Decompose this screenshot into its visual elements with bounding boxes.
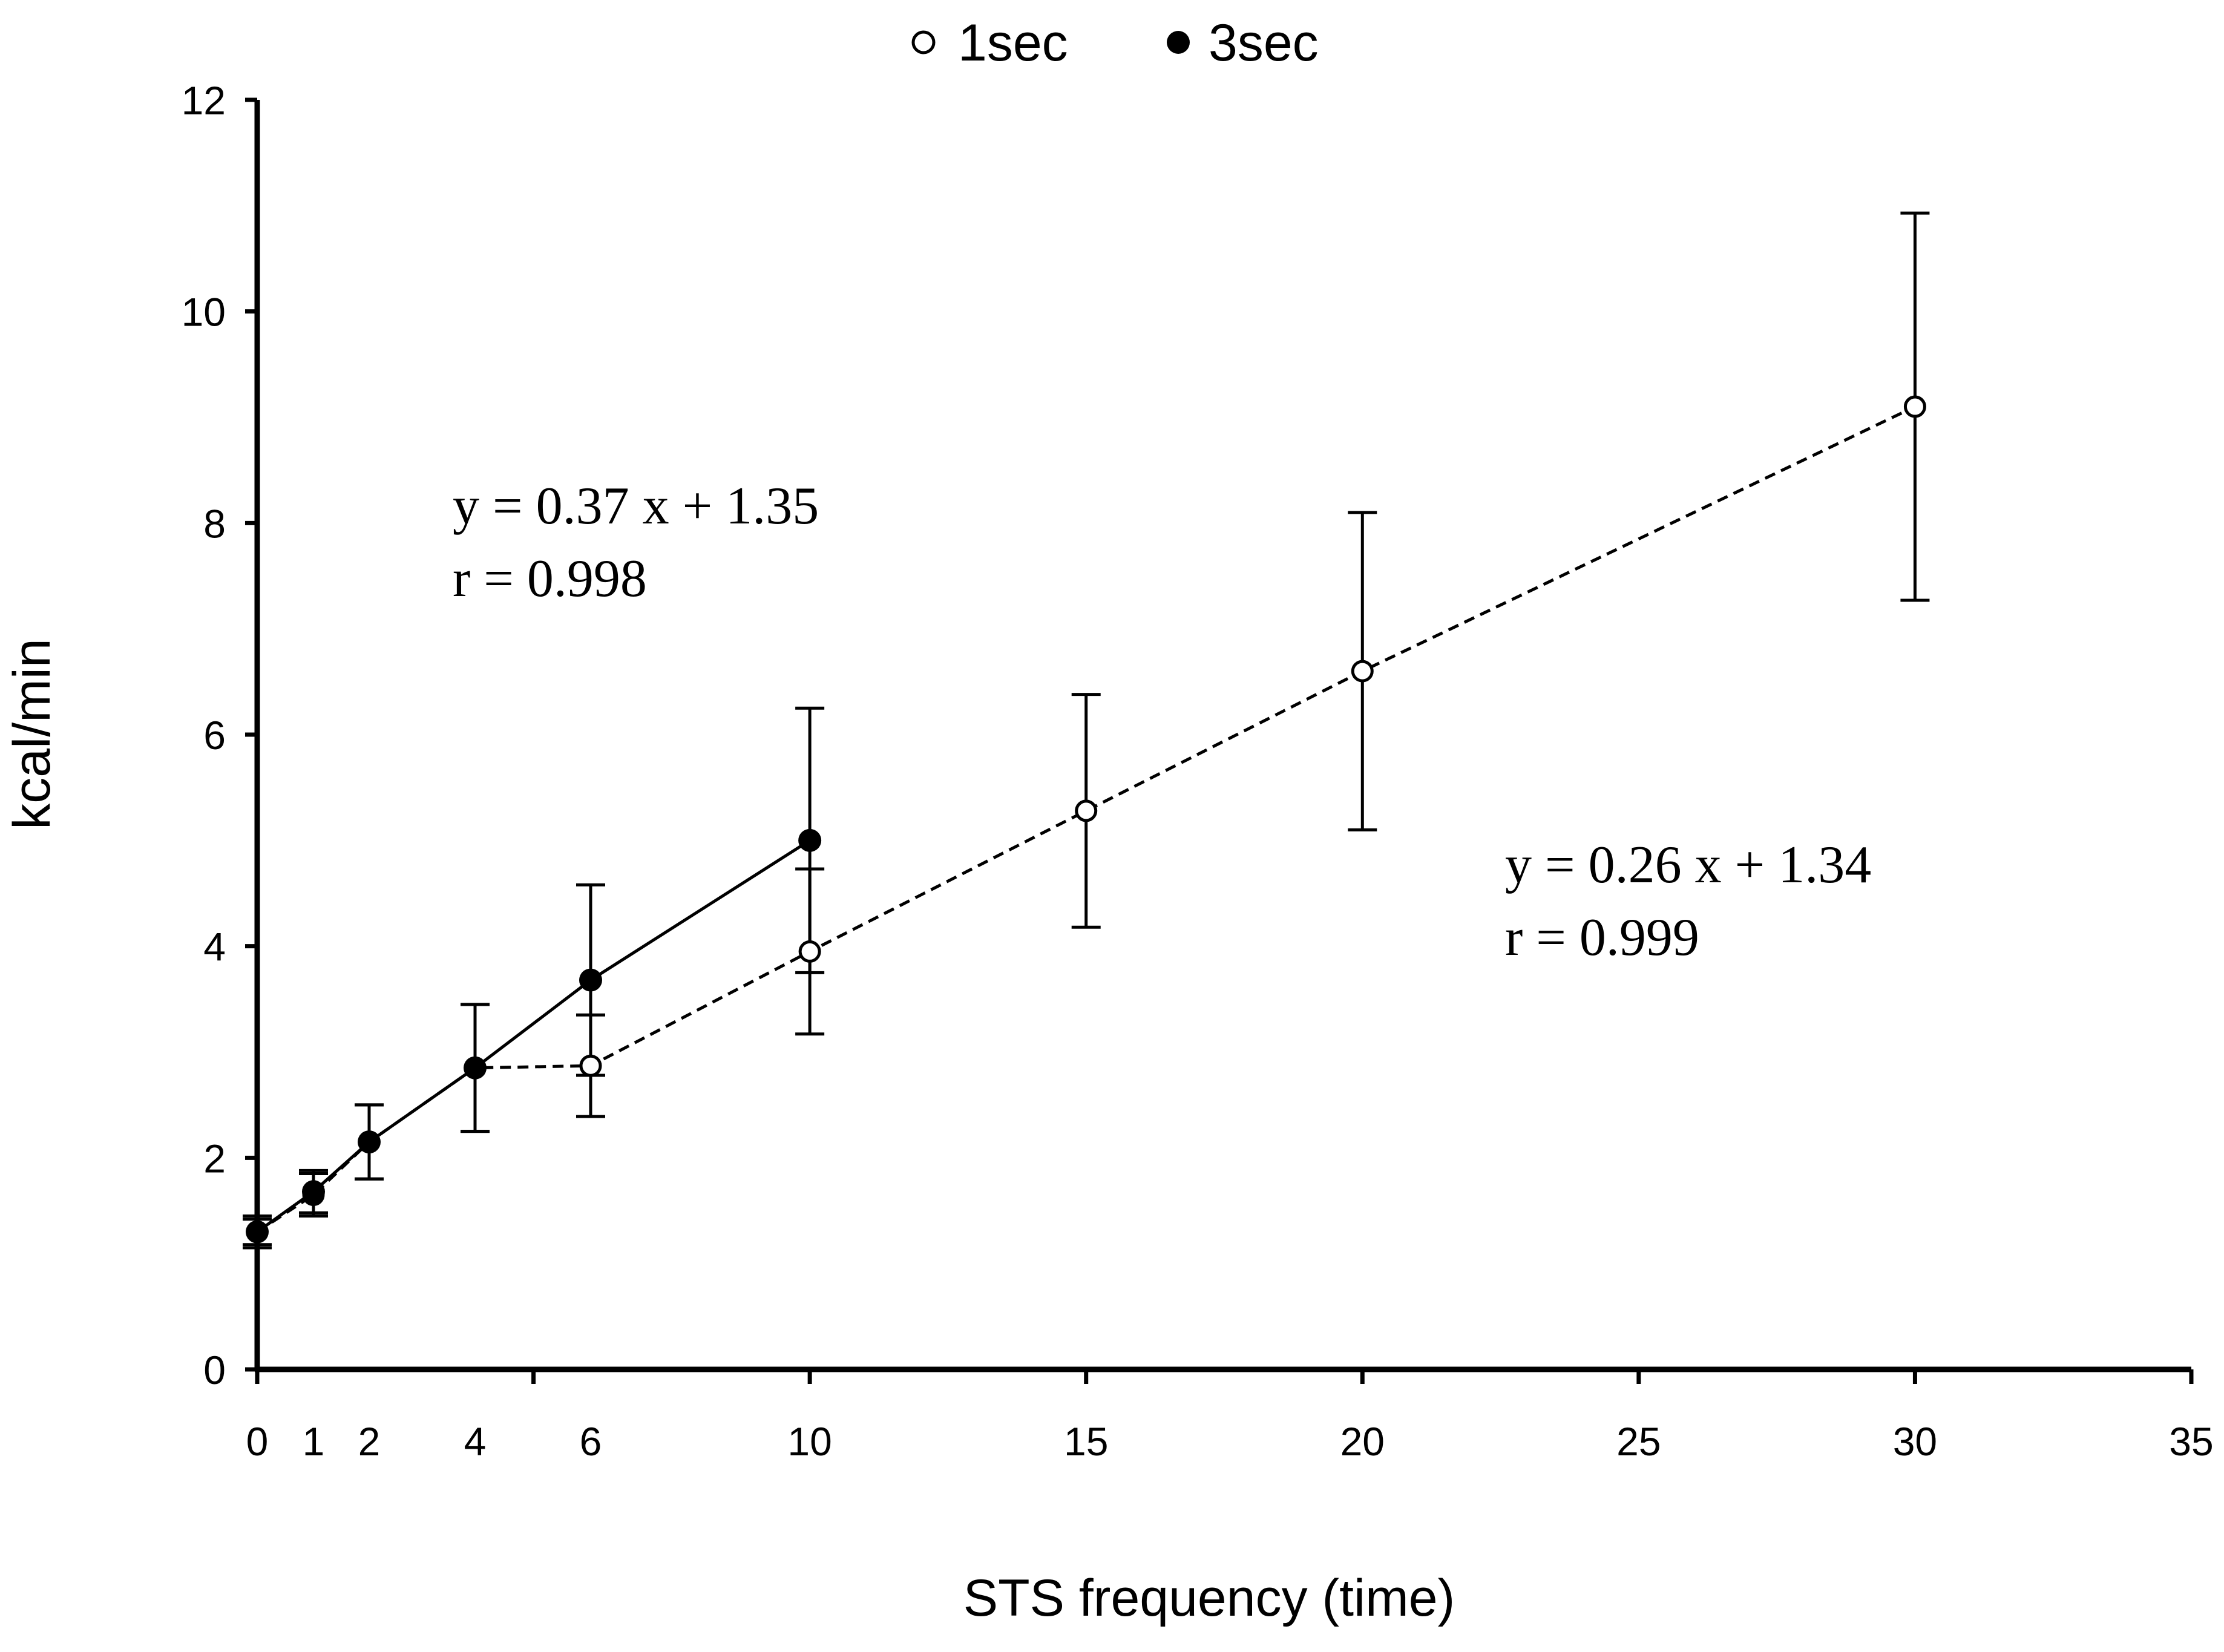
error-bars [243, 211, 1930, 1250]
x-ticks [255, 1369, 2194, 1384]
y-tick-label: 6 [203, 713, 226, 758]
fit-line-3sec [256, 839, 811, 1233]
x-tick-label: 0 [246, 1419, 269, 1464]
x-tick-label: 15 [1064, 1419, 1108, 1464]
x-tick-label: 20 [1340, 1419, 1385, 1464]
x-tick-labels: 0 1 2 4 6 10 15 20 25 30 35 [246, 1419, 2214, 1464]
x-tick-label: 6 [580, 1419, 602, 1464]
x-tick-label: 25 [1616, 1419, 1661, 1464]
annotation-3sec-r: r = 0.998 [453, 549, 647, 608]
data-point-1sec [798, 940, 821, 963]
data-point-1sec [1351, 660, 1374, 683]
x-tick-label: 4 [464, 1419, 487, 1464]
x-axis-title: STS frequency (time) [963, 1569, 1455, 1627]
y-tick-label: 4 [203, 925, 226, 969]
data-point-3sec [246, 1220, 269, 1244]
legend-marker-1sec [911, 30, 936, 54]
annotation-1sec-equation: y = 0.26 x + 1.34 [1505, 836, 1871, 894]
legend-label-1sec: 1sec [958, 14, 1068, 72]
data-point-3sec [798, 828, 822, 852]
y-tick-label: 12 [182, 78, 226, 123]
data-point-3sec [579, 968, 602, 992]
data-point-1sec [579, 1054, 602, 1077]
x-tick-label: 35 [2169, 1419, 2213, 1464]
y-tick-label: 2 [203, 1136, 226, 1181]
data-point-3sec [302, 1180, 325, 1204]
legend-marker-3sec [1167, 31, 1190, 54]
y-tick-label: 8 [203, 501, 226, 546]
data-points [246, 395, 1926, 1244]
x-tick-label: 30 [1893, 1419, 1937, 1464]
annotation-3sec-equation: y = 0.37 x + 1.35 [453, 477, 819, 536]
data-point-1sec [1075, 799, 1098, 822]
y-ticks: 0 2 4 6 8 10 12 [182, 78, 257, 1392]
x-tick-label: 10 [787, 1419, 832, 1464]
data-point-3sec [464, 1056, 487, 1080]
legend-label-3sec: 3sec [1209, 14, 1319, 72]
annotation-fit-3sec: y = 0.37 x + 1.35 r = 0.998 [453, 477, 819, 608]
x-tick-label: 1 [303, 1419, 325, 1464]
annotation-1sec-r: r = 0.999 [1505, 908, 1699, 967]
y-tick-label: 0 [203, 1348, 226, 1392]
y-tick-label: 10 [182, 290, 226, 335]
annotation-fit-1sec: y = 0.26 x + 1.34 r = 0.999 [1505, 836, 1871, 967]
legend: 1sec 3sec [911, 14, 1319, 72]
x-tick-label: 2 [358, 1419, 381, 1464]
data-point-3sec [358, 1130, 381, 1154]
data-point-1sec [1903, 395, 1926, 418]
y-axis-title: kcal/min [3, 638, 61, 829]
